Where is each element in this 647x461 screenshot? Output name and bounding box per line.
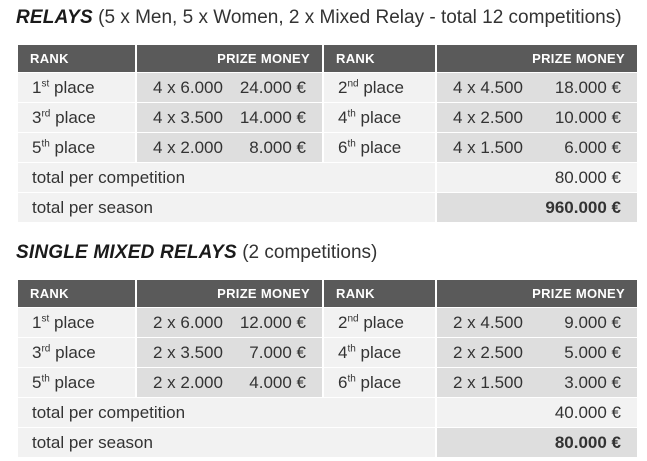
prize-amount: 2 x 2.000 4.000 € bbox=[137, 368, 322, 397]
place-label: 1st place bbox=[18, 308, 135, 337]
total-competition-value: 40.000 € bbox=[437, 398, 637, 427]
prize-amount: 4 x 2.500 10.000 € bbox=[437, 103, 637, 132]
total-season-value: 80.000 € bbox=[437, 428, 637, 457]
total-season-row: total per season 960.000 € bbox=[18, 193, 637, 222]
relays-title-detail: (5 x Men, 5 x Women, 2 x Mixed Relay - t… bbox=[98, 7, 622, 28]
place-label: 6th place bbox=[324, 368, 435, 397]
prize-amount: 4 x 6.000 24.000 € bbox=[137, 73, 322, 102]
total-competition-label: total per competition bbox=[18, 163, 435, 192]
relays-title: RELAYS (5 x Men, 5 x Women, 2 x Mixed Re… bbox=[16, 6, 622, 30]
place-label: 5th place bbox=[18, 368, 135, 397]
total-season-value: 960.000 € bbox=[437, 193, 637, 222]
rank-header: RANK bbox=[324, 280, 435, 307]
place-label: 1st place bbox=[18, 73, 135, 102]
place-label: 4th place bbox=[324, 338, 435, 367]
prize-amount: 4 x 3.500 14.000 € bbox=[137, 103, 322, 132]
table-row: 5th place 2 x 2.000 4.000 € 6th place 2 x… bbox=[18, 368, 637, 397]
place-label: 5th place bbox=[18, 133, 135, 162]
place-label: 3rd place bbox=[18, 103, 135, 132]
single-mixed-title-detail: (2 competitions) bbox=[242, 242, 378, 263]
total-competition-label: total per competition bbox=[18, 398, 435, 427]
relays-title-bold: RELAYS bbox=[16, 7, 93, 28]
prize-money-header: PRIZE MONEY bbox=[137, 45, 322, 72]
prize-amount: 2 x 2.500 5.000 € bbox=[437, 338, 637, 367]
table-header-row: RANK PRIZE MONEY RANK PRIZE MONEY bbox=[18, 280, 637, 307]
table-row: 1st place 4 x 6.000 24.000 € 2nd place 4 … bbox=[18, 73, 637, 102]
total-competition-row: total per competition 40.000 € bbox=[18, 398, 637, 427]
prize-money-header: PRIZE MONEY bbox=[437, 45, 637, 72]
place-label: 4th place bbox=[324, 103, 435, 132]
place-label: 6th place bbox=[324, 133, 435, 162]
total-season-label: total per season bbox=[18, 193, 435, 222]
total-competition-row: total per competition 80.000 € bbox=[18, 163, 637, 192]
single-mixed-title-bold: SINGLE MIXED RELAYS bbox=[16, 242, 237, 263]
prize-amount: 2 x 6.000 12.000 € bbox=[137, 308, 322, 337]
table-row: 5th place 4 x 2.000 8.000 € 6th place 4 x… bbox=[18, 133, 637, 162]
prize-amount: 4 x 4.500 18.000 € bbox=[437, 73, 637, 102]
relays-prize-table: RANK PRIZE MONEY RANK PRIZE MONEY 1st pl… bbox=[16, 44, 639, 223]
prize-amount: 2 x 3.500 7.000 € bbox=[137, 338, 322, 367]
rank-header: RANK bbox=[18, 45, 135, 72]
prize-amount: 2 x 1.500 3.000 € bbox=[437, 368, 637, 397]
total-season-row: total per season 80.000 € bbox=[18, 428, 637, 457]
place-label: 2nd place bbox=[324, 73, 435, 102]
prize-amount: 4 x 2.000 8.000 € bbox=[137, 133, 322, 162]
total-season-label: total per season bbox=[18, 428, 435, 457]
prize-amount: 4 x 1.500 6.000 € bbox=[437, 133, 637, 162]
rank-header: RANK bbox=[324, 45, 435, 72]
single-mixed-relays-title: SINGLE MIXED RELAYS (2 competitions) bbox=[16, 241, 377, 265]
place-label: 3rd place bbox=[18, 338, 135, 367]
table-row: 3rd place 2 x 3.500 7.000 € 4th place 2 x… bbox=[18, 338, 637, 367]
table-row: 1st place 2 x 6.000 12.000 € 2nd place 2 … bbox=[18, 308, 637, 337]
rank-header: RANK bbox=[18, 280, 135, 307]
prize-amount: 2 x 4.500 9.000 € bbox=[437, 308, 637, 337]
prize-money-header: PRIZE MONEY bbox=[437, 280, 637, 307]
total-competition-value: 80.000 € bbox=[437, 163, 637, 192]
table-row: 3rd place 4 x 3.500 14.000 € 4th place 4 … bbox=[18, 103, 637, 132]
table-header-row: RANK PRIZE MONEY RANK PRIZE MONEY bbox=[18, 45, 637, 72]
single-mixed-prize-table: RANK PRIZE MONEY RANK PRIZE MONEY 1st pl… bbox=[16, 279, 639, 458]
prize-money-header: PRIZE MONEY bbox=[137, 280, 322, 307]
place-label: 2nd place bbox=[324, 308, 435, 337]
